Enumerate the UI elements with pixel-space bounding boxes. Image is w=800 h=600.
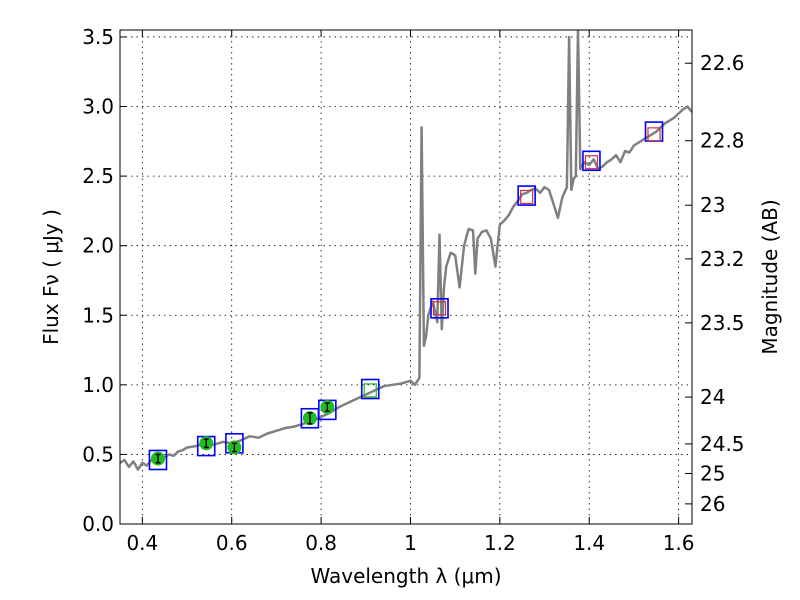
observed-photometry-square [647, 127, 661, 142]
x-tick-label: 0.8 [305, 531, 337, 555]
model-photometry-square [517, 185, 536, 206]
model-photometry-square [582, 150, 601, 172]
y-tick-label: 3.0 [82, 95, 114, 119]
series-layer [120, 30, 692, 471]
plot-frame [119, 29, 693, 525]
mag-tick-label: 24.5 [700, 432, 745, 456]
observed-photometry-square [432, 301, 447, 316]
y-tick-label: 0.0 [82, 512, 114, 536]
mag-tick-label: 24 [700, 385, 725, 409]
mag-tick-label: 23.2 [700, 247, 745, 271]
y-tick-label: 1.5 [82, 303, 114, 327]
mag-tick-label: 23 [700, 193, 725, 217]
x-tick-label: 0.6 [216, 531, 248, 555]
x-tick-label: 1.2 [484, 531, 516, 555]
y-tick-label: 1.0 [82, 373, 114, 397]
y-tick-label: 2.0 [82, 234, 114, 258]
x-axis-title: Wavelength λ (μm) [310, 564, 501, 588]
x-tick-label: 0.4 [126, 531, 158, 555]
x-tick-label: 1 [404, 531, 417, 555]
y-axis-right-title: Magnitude (AB) [758, 199, 782, 354]
observed-photometry-square [584, 155, 599, 170]
y-tick-label: 2.5 [82, 164, 114, 188]
model-photometry-square [430, 298, 449, 319]
mag-tick-label: 26 [700, 492, 725, 516]
observed-photometry-square [520, 189, 534, 205]
tick-layer: 0.4 0.6 0.8 1 1.2 1.4 1.6 0.0 0.5 1.0 1.5 2.0 2.5 3.0… [82, 25, 744, 555]
x-tick-label: 1.6 [663, 531, 695, 555]
mag-tick-label: 25 [700, 461, 725, 485]
y-axis-title: Flux Fν ( μJy ) [39, 209, 63, 345]
x-tick-label: 1.4 [573, 531, 605, 555]
mag-tick-label: 23.5 [700, 311, 745, 335]
y-tick-label: 0.5 [82, 442, 114, 466]
model-photometry-square [360, 378, 380, 400]
model-photometry-square [148, 449, 168, 471]
observed-photometry-square [363, 383, 377, 398]
mag-tick-label: 22.8 [700, 129, 745, 153]
mag-tick-label: 22.6 [700, 51, 745, 75]
spectrum-line [120, 30, 692, 471]
y-tick-label: 3.5 [82, 25, 114, 49]
